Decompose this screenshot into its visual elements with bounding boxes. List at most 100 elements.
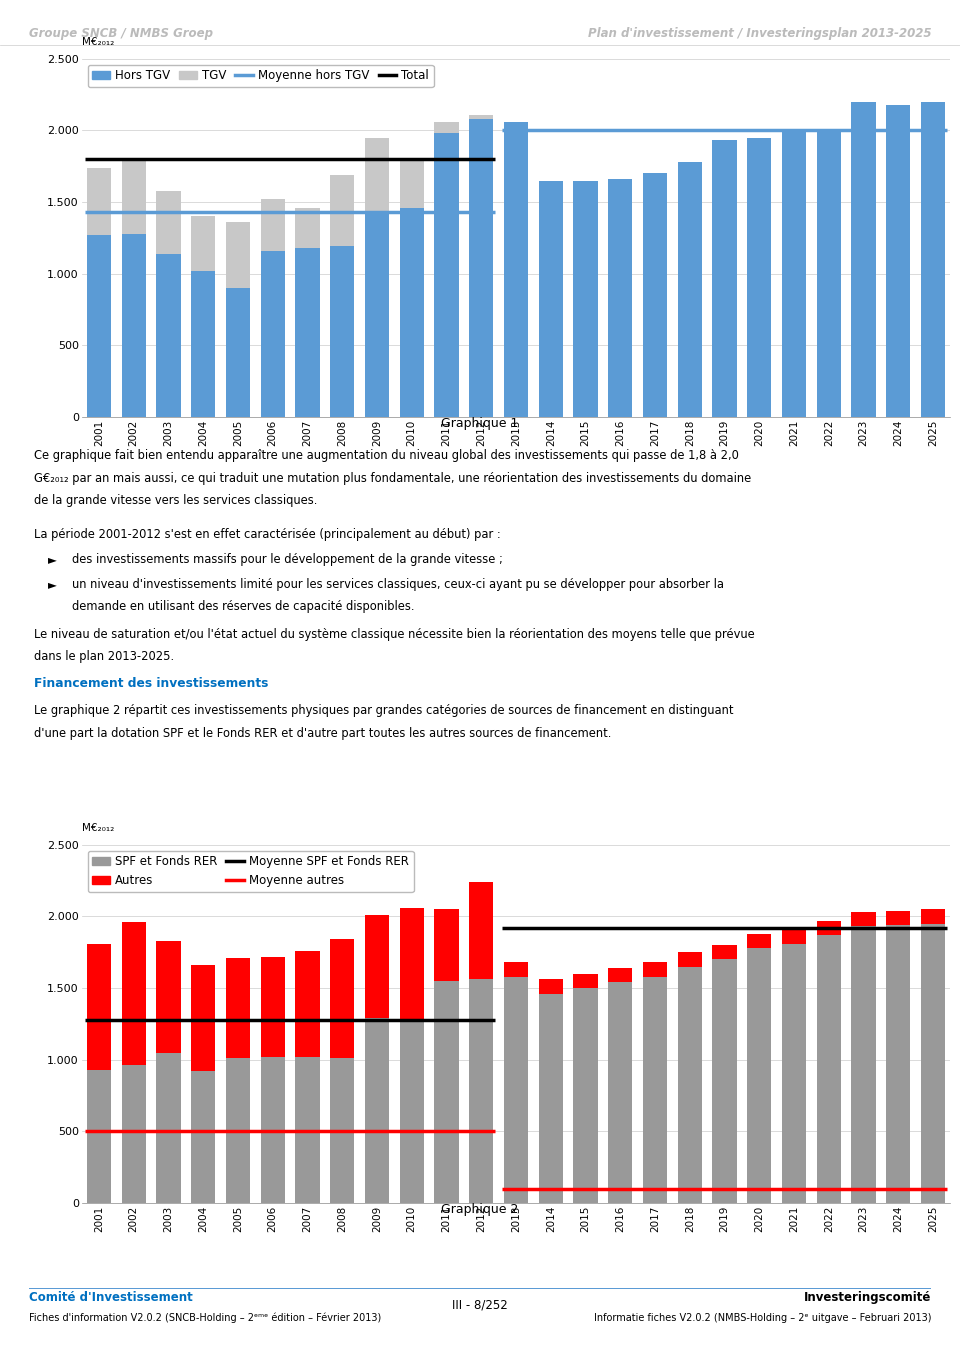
Bar — [712, 141, 736, 417]
Text: Plan d'investissement / Investeringsplan 2013-2025: Plan d'investissement / Investeringsplan… — [588, 27, 931, 41]
Text: Comité d'Investissement: Comité d'Investissement — [29, 1292, 193, 1304]
Text: de la grande vitesse vers les services classiques.: de la grande vitesse vers les services c… — [34, 495, 317, 507]
Bar — [921, 101, 946, 417]
Bar — [191, 1072, 215, 1203]
Bar — [573, 988, 598, 1203]
Text: Fiches d'information V2.0.2 (SNCB-Holding – 2ᵉᵐᵉ édition – Février 2013): Fiches d'information V2.0.2 (SNCB-Holdin… — [29, 1312, 381, 1322]
Bar — [678, 161, 702, 417]
Bar — [365, 138, 389, 211]
Bar — [573, 180, 598, 417]
Bar — [504, 962, 528, 976]
Bar — [434, 909, 459, 982]
Bar — [122, 160, 146, 234]
Text: Le niveau de saturation et/ou l'état actuel du système classique nécessite bien : Le niveau de saturation et/ou l'état act… — [34, 627, 755, 641]
Bar — [781, 943, 806, 1203]
Bar — [226, 221, 251, 288]
Bar — [852, 927, 876, 1203]
Text: d'une part la dotation SPF et le Fonds RER et d'autre part toutes les autres sou: d'une part la dotation SPF et le Fonds R… — [34, 727, 611, 740]
Bar — [747, 947, 772, 1203]
Bar — [399, 208, 424, 417]
Bar — [817, 935, 841, 1203]
Bar — [747, 934, 772, 947]
Bar — [296, 208, 320, 247]
Bar — [747, 138, 772, 417]
Bar — [156, 940, 180, 1053]
Legend: Hors TGV, TGV, Moyenne hors TGV, Total: Hors TGV, TGV, Moyenne hors TGV, Total — [87, 64, 434, 87]
Bar — [260, 957, 285, 1057]
Text: Ce graphique fait bien entendu apparaître une augmentation du niveau global des : Ce graphique fait bien entendu apparaîtr… — [34, 450, 738, 462]
Bar — [399, 159, 424, 208]
Bar — [330, 175, 354, 246]
Text: III - 8/252: III - 8/252 — [452, 1299, 508, 1311]
Bar — [86, 168, 111, 235]
Text: Informatie fiches V2.0.2 (NMBS-Holding – 2ᵉ uitgave – Februari 2013): Informatie fiches V2.0.2 (NMBS-Holding –… — [593, 1312, 931, 1322]
Bar — [156, 1053, 180, 1203]
Bar — [434, 122, 459, 133]
Bar — [469, 882, 493, 980]
Bar — [504, 976, 528, 1203]
Bar — [678, 953, 702, 966]
Text: G€₂₀₁₂ par an mais aussi, ce qui traduit une mutation plus fondamentale, une réo: G€₂₀₁₂ par an mais aussi, ce qui traduit… — [34, 472, 751, 485]
Text: La période 2001-2012 s'est en effet caractérisée (principalement au début) par :: La période 2001-2012 s'est en effet cara… — [34, 528, 500, 541]
Bar — [226, 1058, 251, 1203]
Bar — [712, 945, 736, 960]
Bar — [886, 925, 910, 1203]
Bar — [643, 976, 667, 1203]
Bar — [469, 119, 493, 417]
Text: M€₂₀₁₂: M€₂₀₁₂ — [82, 823, 114, 834]
Bar — [643, 962, 667, 976]
Bar — [886, 105, 910, 417]
Bar — [260, 200, 285, 250]
Bar — [330, 1058, 354, 1203]
Bar — [539, 180, 563, 417]
Bar — [469, 115, 493, 119]
Bar — [191, 965, 215, 1072]
Bar — [608, 179, 633, 417]
Bar — [539, 980, 563, 994]
Bar — [434, 982, 459, 1203]
Text: Financement des investissements: Financement des investissements — [34, 677, 268, 690]
Text: des investissements massifs pour le développement de la grande vitesse ;: des investissements massifs pour le déve… — [72, 554, 503, 566]
Bar — [86, 943, 111, 1070]
Bar — [608, 983, 633, 1203]
Bar — [365, 211, 389, 417]
Bar — [469, 980, 493, 1203]
Bar — [504, 122, 528, 417]
Text: Investeringscomité: Investeringscomité — [804, 1292, 931, 1304]
Text: Groupe SNCB / NMBS Groep: Groupe SNCB / NMBS Groep — [29, 27, 213, 41]
Bar — [260, 1057, 285, 1203]
Bar — [399, 908, 424, 1020]
Text: Graphique 1: Graphique 1 — [442, 417, 518, 429]
Bar — [921, 909, 946, 924]
Bar — [296, 951, 320, 1057]
Text: ►: ► — [48, 578, 57, 591]
Bar — [226, 288, 251, 417]
Bar — [191, 271, 215, 417]
Bar — [86, 235, 111, 417]
Bar — [122, 234, 146, 417]
Text: Graphique 2: Graphique 2 — [442, 1203, 518, 1215]
Bar — [191, 216, 215, 271]
Bar — [122, 923, 146, 1065]
Bar — [921, 924, 946, 1203]
Bar — [781, 930, 806, 943]
Bar — [817, 130, 841, 417]
Bar — [330, 246, 354, 417]
Bar — [781, 130, 806, 417]
Text: ►: ► — [48, 554, 57, 566]
Bar — [122, 1065, 146, 1203]
Bar — [156, 254, 180, 417]
Bar — [817, 921, 841, 935]
Bar — [608, 968, 633, 983]
Bar — [886, 910, 910, 925]
Bar — [86, 1070, 111, 1203]
Bar — [260, 250, 285, 417]
Text: dans le plan 2013-2025.: dans le plan 2013-2025. — [34, 651, 174, 663]
Bar — [330, 939, 354, 1058]
Bar — [573, 973, 598, 988]
Bar — [399, 1020, 424, 1203]
Bar — [226, 958, 251, 1058]
Text: Le graphique 2 répartit ces investissements physiques par grandes catégories de : Le graphique 2 répartit ces investisseme… — [34, 704, 733, 718]
Bar — [539, 994, 563, 1203]
Bar — [852, 912, 876, 927]
